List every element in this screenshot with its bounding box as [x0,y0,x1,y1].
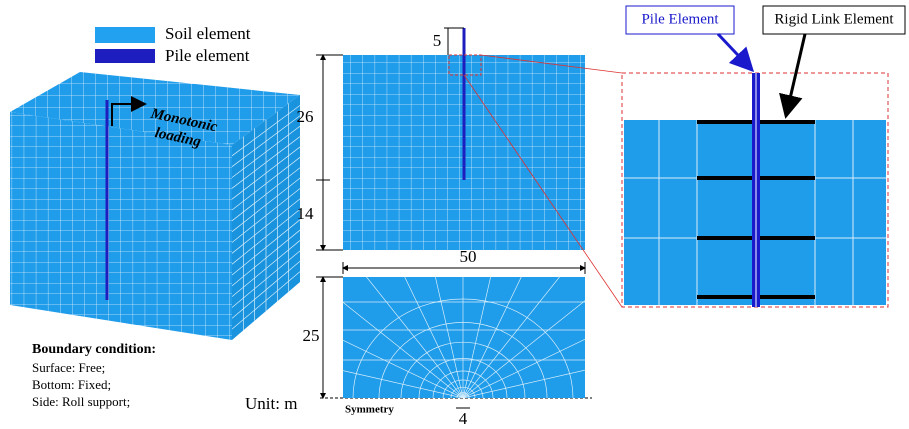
legend-soil-swatch [95,27,155,43]
link-label: Rigid Link Element [774,11,894,27]
dimension: 25 [303,326,320,345]
dimension: 5 [433,31,442,50]
pile-label: Pile Element [641,11,719,27]
boundary-item: Surface: Free; [32,360,105,375]
boundary-item: Side: Roll support; [32,394,130,409]
boundary-item: Bottom: Fixed; [32,377,111,392]
dimension: 4 [459,409,468,428]
dimension: 50 [460,247,477,266]
legend-pile: Pile element [165,46,250,65]
boundary-title: Boundary condition: [32,342,156,357]
symmetry-label: Symmetry [345,404,394,416]
figure: Soil element Pile element Monotonic load… [0,0,909,429]
unit: Unit: m [245,394,297,413]
legend-pile-swatch [95,49,155,63]
legend-soil: Soil element [165,24,251,43]
dimension: 14 [297,204,315,223]
dimension: 26 [297,107,314,126]
